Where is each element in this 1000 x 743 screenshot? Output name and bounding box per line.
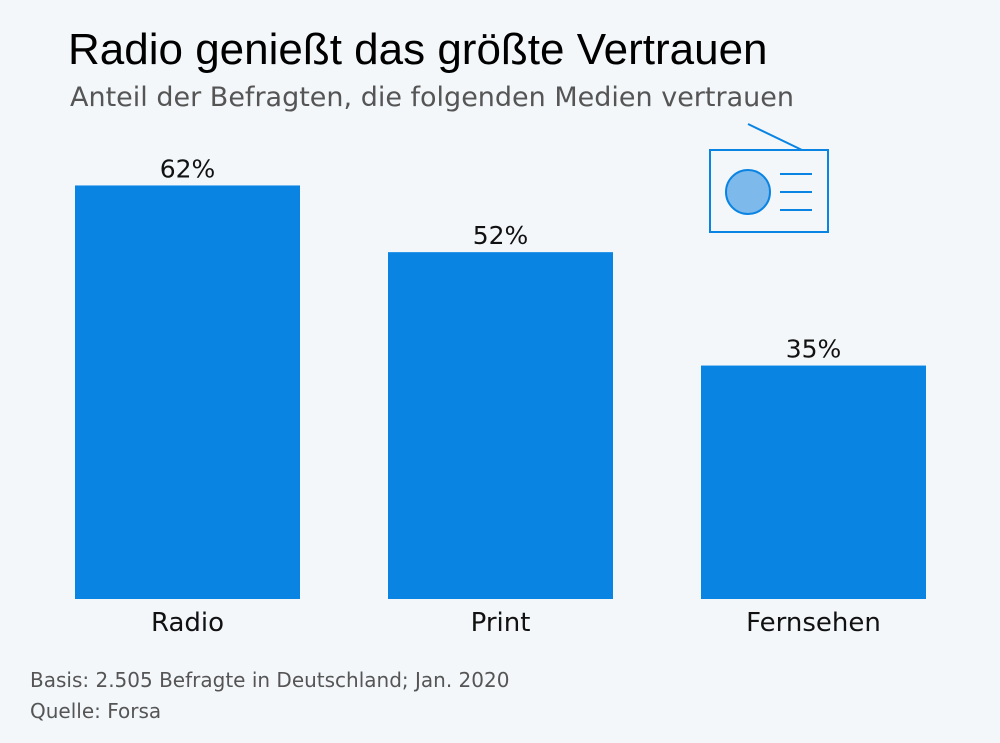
bar-radio <box>75 185 300 599</box>
value-label-print: 52% <box>473 221 529 250</box>
value-label-fernsehen: 35% <box>786 335 842 364</box>
category-labels-group: Radio Print Fernsehen <box>151 608 881 638</box>
radio-icon <box>709 123 829 233</box>
bars-group <box>75 185 926 599</box>
footer-basis: Basis: 2.505 Befragte in Deutschland; Ja… <box>30 668 510 692</box>
category-label-fernsehen: Fernsehen <box>746 608 881 638</box>
chart-title: Radio genießt das größte Vertrauen <box>68 25 768 74</box>
category-label-print: Print <box>471 608 531 638</box>
value-labels-group: 62% 52% 35% <box>160 154 842 363</box>
footer-source: Quelle: Forsa <box>30 699 162 723</box>
chart-subtitle: Anteil der Befragten, die folgenden Medi… <box>70 82 794 113</box>
bar-print <box>388 252 613 599</box>
bar-fernsehen <box>701 365 926 599</box>
category-label-radio: Radio <box>151 608 224 638</box>
value-label-radio: 62% <box>160 154 216 183</box>
